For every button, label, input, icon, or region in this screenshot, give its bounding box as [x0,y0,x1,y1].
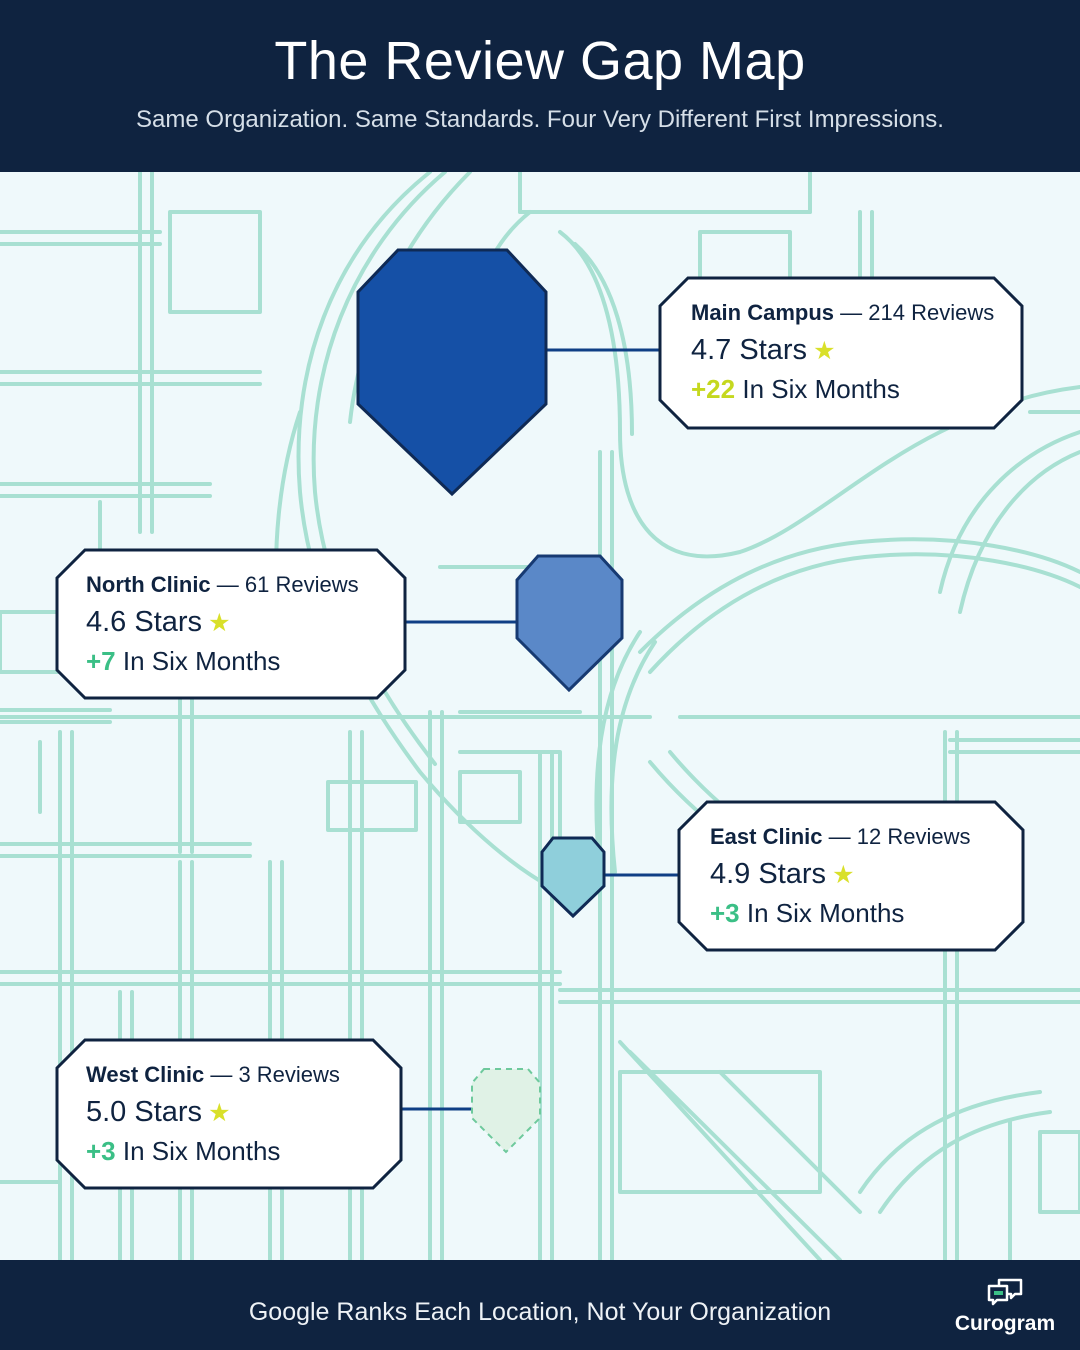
chat-bubbles-icon [987,1278,1023,1306]
west-clinic-pin[interactable] [471,1068,541,1154]
review-count: 61 Reviews [244,572,359,597]
pin-layer [356,248,679,1154]
west-clinic-rating-line: 5.0 Stars ★ [86,1096,230,1129]
star-icon: ★ [208,609,231,637]
star-rating: 4.7 Stars [691,334,808,366]
main-campus-pin[interactable] [356,248,548,497]
gain-label: In Six Months [122,1136,281,1166]
east-clinic-rating-line: 4.9 Stars ★ [710,858,854,891]
review-count: 12 Reviews [856,824,971,849]
review-gain: +3 [86,1136,116,1166]
footer-banner: Google Ranks Each Location, Not Your Org… [0,1260,1080,1350]
north-clinic-rating-line: 4.6 Stars ★ [86,606,230,639]
gain-label: In Six Months [746,898,905,928]
main-campus-rating-line: 4.7 Stars ★ [691,334,835,367]
north-clinic-title-line: North Clinic — 61 Reviews [86,572,359,598]
location-name: West Clinic [86,1062,205,1087]
star-icon: ★ [832,861,855,889]
north-clinic-card[interactable]: North Clinic — 61 Reviews 4.6 Stars ★ +7 … [55,548,407,700]
location-name: Main Campus [691,300,835,325]
review-count: 214 Reviews [868,300,995,325]
separator: — [210,1062,233,1087]
west-clinic-growth-line: +3 In Six Months [86,1136,280,1167]
north-clinic-growth-line: +7 In Six Months [86,646,280,677]
separator: — [216,572,239,597]
east-clinic-title-line: East Clinic — 12 Reviews [710,824,970,850]
east-clinic-card[interactable]: East Clinic — 12 Reviews 4.9 Stars ★ +3 I… [677,800,1025,952]
page-title: The Review Gap Map [274,31,806,91]
footer-tagline: Google Ranks Each Location, Not Your Org… [248,1298,832,1326]
star-icon: ★ [813,337,836,365]
gain-label: In Six Months [122,646,281,676]
east-clinic-growth-line: +3 In Six Months [710,898,904,929]
location-name: North Clinic [86,572,211,597]
west-clinic-title-line: West Clinic — 3 Reviews [86,1062,340,1088]
review-gain: +3 [710,898,740,928]
east-clinic-pin[interactable] [540,836,606,919]
gain-label: In Six Months [742,374,900,404]
main-campus-card[interactable]: Main Campus — 214 Reviews 4.7 Stars ★ +22… [658,276,1024,430]
location-name: East Clinic [710,824,823,849]
main-campus-growth-line: +22 In Six Months [691,374,900,405]
star-rating: 5.0 Stars [86,1096,203,1128]
main-campus-title-line: Main Campus — 214 Reviews [691,300,994,326]
review-count: 3 Reviews [238,1062,340,1087]
review-gain: +7 [86,646,116,676]
star-rating: 4.9 Stars [710,858,827,890]
star-icon: ★ [208,1099,231,1127]
page-subtitle: Same Organization. Same Standards. Four … [136,106,944,133]
separator: — [828,824,851,849]
brand-name: Curogram [954,1312,1056,1335]
header-banner: The Review Gap Map Same Organization. Sa… [0,0,1080,172]
west-clinic-card[interactable]: West Clinic — 3 Reviews 5.0 Stars ★ +3 In… [55,1038,403,1190]
separator: — [840,300,863,325]
north-clinic-pin[interactable] [515,554,624,693]
brand-logo[interactable]: Curogram [950,1276,1060,1336]
star-rating: 4.6 Stars [86,606,203,638]
review-gain: +22 [691,374,736,404]
